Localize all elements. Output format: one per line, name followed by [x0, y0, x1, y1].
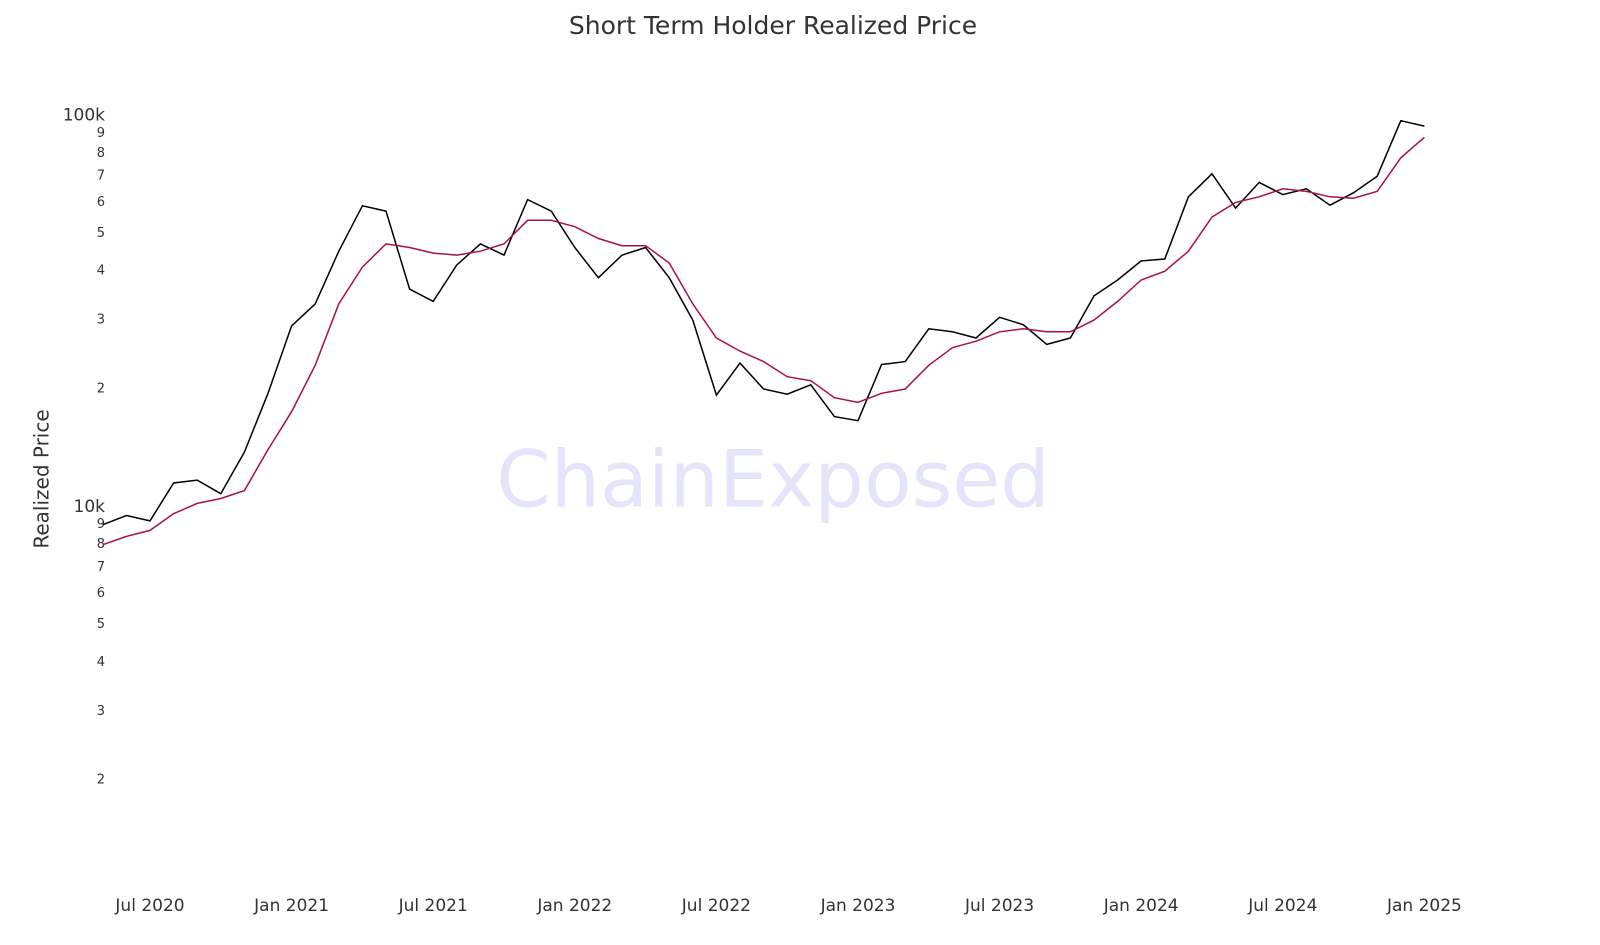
series-line — [102, 136, 1425, 546]
y-tick-label: 2 — [97, 773, 105, 788]
x-tick-label: Jul 2022 — [681, 896, 751, 916]
y-tick-label: 6 — [97, 586, 105, 601]
series-line — [102, 119, 1425, 526]
y-tick-label: 100k — [63, 106, 105, 126]
y-tick-label: 4 — [97, 264, 105, 279]
x-tick-label: Jul 2024 — [1247, 896, 1317, 916]
y-tick-label: 6 — [97, 195, 105, 210]
y-tick-label: 8 — [97, 146, 105, 161]
y-tick-label: 5 — [97, 226, 105, 241]
watermark: ChainExposed — [496, 435, 1050, 525]
x-tick-label: Jan 2025 — [1386, 896, 1462, 916]
x-tick-label: Jul 2020 — [114, 896, 184, 916]
y-tick-label: 9 — [97, 517, 105, 532]
y-tick-label: 10k — [74, 497, 106, 517]
y-axis-label: Realized Price — [30, 409, 54, 548]
x-tick-label: Jul 2021 — [398, 896, 468, 916]
y-tick-label: 2 — [97, 382, 105, 397]
chart-title: Short Term Holder Realized Price — [569, 11, 977, 40]
x-tick-label: Jan 2021 — [253, 896, 329, 916]
x-tick-label: Jan 2023 — [820, 896, 896, 916]
y-tick-label: 7 — [97, 560, 105, 575]
y-tick-label: 8 — [97, 537, 105, 552]
y-tick-label: 3 — [97, 313, 105, 328]
y-tick-label: 3 — [97, 704, 105, 719]
y-tick-label: 9 — [97, 126, 105, 141]
x-tick-label: Jan 2022 — [536, 896, 612, 916]
y-tick-label: 5 — [97, 617, 105, 632]
x-tick-label: Jul 2023 — [964, 896, 1034, 916]
y-tick-label: 4 — [97, 655, 105, 670]
y-tick-label: 7 — [97, 169, 105, 184]
x-tick-label: Jan 2024 — [1103, 896, 1179, 916]
